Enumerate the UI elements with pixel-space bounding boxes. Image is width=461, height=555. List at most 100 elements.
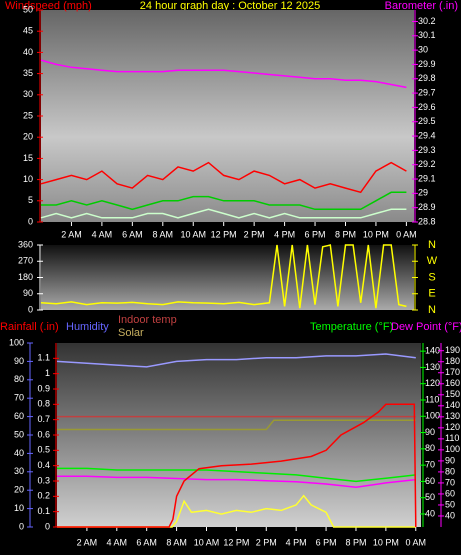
series-line (40, 161, 407, 194)
series-line (41, 191, 407, 211)
y-tick-label: 360 (18, 239, 33, 249)
x-tick-label: 10 PM (373, 537, 399, 547)
x-tick-label: 6 PM (305, 229, 326, 239)
axis-title: Rainfall (.in) (0, 321, 59, 333)
series-line (56, 353, 416, 368)
y-tick-label: 0.1 (37, 506, 50, 516)
x-tick-label: 2 AM (61, 229, 82, 239)
x-tick-label: 2 AM (77, 537, 98, 547)
y-tick-label: 25 (23, 110, 33, 120)
y-tick-label: 50 (23, 4, 33, 14)
y-tick-label: W (427, 255, 438, 267)
y-tick-label: 29.9 (418, 59, 436, 69)
y-tick-label: 28.9 (418, 202, 436, 212)
y-tick-label: 10 (14, 503, 24, 513)
y-tick-label: 40 (23, 47, 33, 57)
series-line (57, 403, 417, 528)
y-tick-label: 80 (445, 466, 455, 476)
y-tick-label: 60 (445, 488, 455, 498)
y-tick-label: 180 (445, 356, 460, 366)
y-tick-label: N (428, 239, 436, 251)
y-tick-label: 0.7 (37, 414, 50, 424)
plot-area (41, 10, 414, 222)
y-tick-label: 80 (425, 443, 435, 453)
y-tick-label: 60 (425, 476, 435, 486)
y-tick-label: 70 (425, 459, 435, 469)
axis-title: Windspeed (mph) (5, 0, 92, 12)
y-tick-label: 0.2 (37, 491, 50, 501)
y-tick-label: 0.3 (37, 475, 50, 485)
y-tick-label: 90 (445, 455, 455, 465)
y-tick-label: 120 (425, 378, 440, 388)
y-tick-label: 30.1 (418, 30, 436, 40)
x-tick-label: 6 PM (316, 537, 337, 547)
y-tick-label: 100 (9, 337, 24, 347)
y-tick-label: N (428, 304, 436, 316)
x-tick-label: 6 AM (136, 537, 157, 547)
y-tick-label: 140 (445, 400, 460, 410)
y-tick-label: 30 (23, 89, 33, 99)
axis-title: Barometer (.in) (385, 0, 458, 12)
y-tick-label: 20 (23, 132, 33, 142)
x-tick-label: 4 PM (286, 537, 307, 547)
y-tick-label: 50 (445, 499, 455, 509)
x-tick-label: 4 AM (92, 229, 113, 239)
y-tick-label: 170 (445, 367, 460, 377)
y-tick-label: 35 (23, 68, 33, 78)
y-tick-label: 90 (425, 427, 435, 437)
y-tick-label: 140 (425, 346, 440, 356)
y-tick-label: 180 (18, 272, 33, 282)
y-tick-label: 70 (14, 393, 24, 403)
x-tick-label: 10 PM (363, 229, 389, 239)
y-tick-label: 10 (23, 174, 33, 184)
x-tick-label: 8 AM (166, 537, 187, 547)
x-tick-label: 2 PM (244, 229, 265, 239)
y-tick-label: 29.1 (418, 173, 436, 183)
y-tick-label: 100 (445, 444, 460, 454)
y-tick-label: 29.7 (418, 87, 436, 97)
plot-area (41, 245, 414, 310)
y-tick-label: 40 (445, 510, 455, 520)
legend-entry: Indoor temp (118, 314, 177, 326)
y-tick-label: 0 (19, 521, 24, 531)
y-tick-label: 29.2 (418, 159, 436, 169)
y-tick-label: 0.4 (37, 460, 50, 470)
y-tick-label: 120 (445, 422, 460, 432)
y-tick-label: 110 (425, 394, 439, 404)
y-tick-label: 29.4 (418, 130, 436, 140)
x-tick-label: 10 AM (194, 537, 220, 547)
y-tick-label: 40 (14, 448, 24, 458)
y-tick-label: 1 (45, 368, 50, 378)
y-tick-label: 150 (445, 389, 460, 399)
x-tick-label: 12 PM (223, 537, 249, 547)
y-tick-label: 0.5 (37, 445, 50, 455)
y-tick-label: 90 (23, 288, 33, 298)
series-line (57, 475, 416, 489)
y-tick-label: 0.8 (37, 399, 50, 409)
y-tick-label: 45 (23, 26, 33, 36)
y-tick-label: 30.2 (418, 16, 436, 26)
y-tick-label: 0.9 (37, 383, 50, 393)
y-tick-label: 100 (425, 411, 440, 421)
x-tick-label: 4 AM (107, 537, 128, 547)
y-tick-label: 29.6 (418, 102, 436, 112)
axis-title: Humidity (66, 321, 109, 333)
y-tick-label: 50 (425, 492, 435, 502)
x-tick-label: 10 AM (180, 229, 206, 239)
y-tick-label: 190 (445, 345, 460, 355)
y-tick-label: 80 (14, 374, 24, 384)
series-line (40, 59, 407, 89)
y-tick-label: 29.5 (418, 116, 436, 126)
y-tick-label: 130 (445, 411, 460, 421)
y-tick-label: 29.8 (418, 73, 436, 83)
y-tick-label: 30 (14, 466, 24, 476)
y-tick-label: 90 (14, 356, 24, 366)
y-tick-label: 20 (14, 485, 24, 495)
y-tick-label: 5 (28, 195, 33, 205)
y-tick-label: 40 (425, 508, 435, 518)
y-tick-label: 0 (45, 521, 50, 531)
y-tick-label: 130 (425, 362, 440, 372)
x-tick-label: 8 PM (345, 537, 366, 547)
y-tick-label: 0 (28, 304, 33, 314)
axis-title: Temperature (°F) (310, 321, 393, 333)
